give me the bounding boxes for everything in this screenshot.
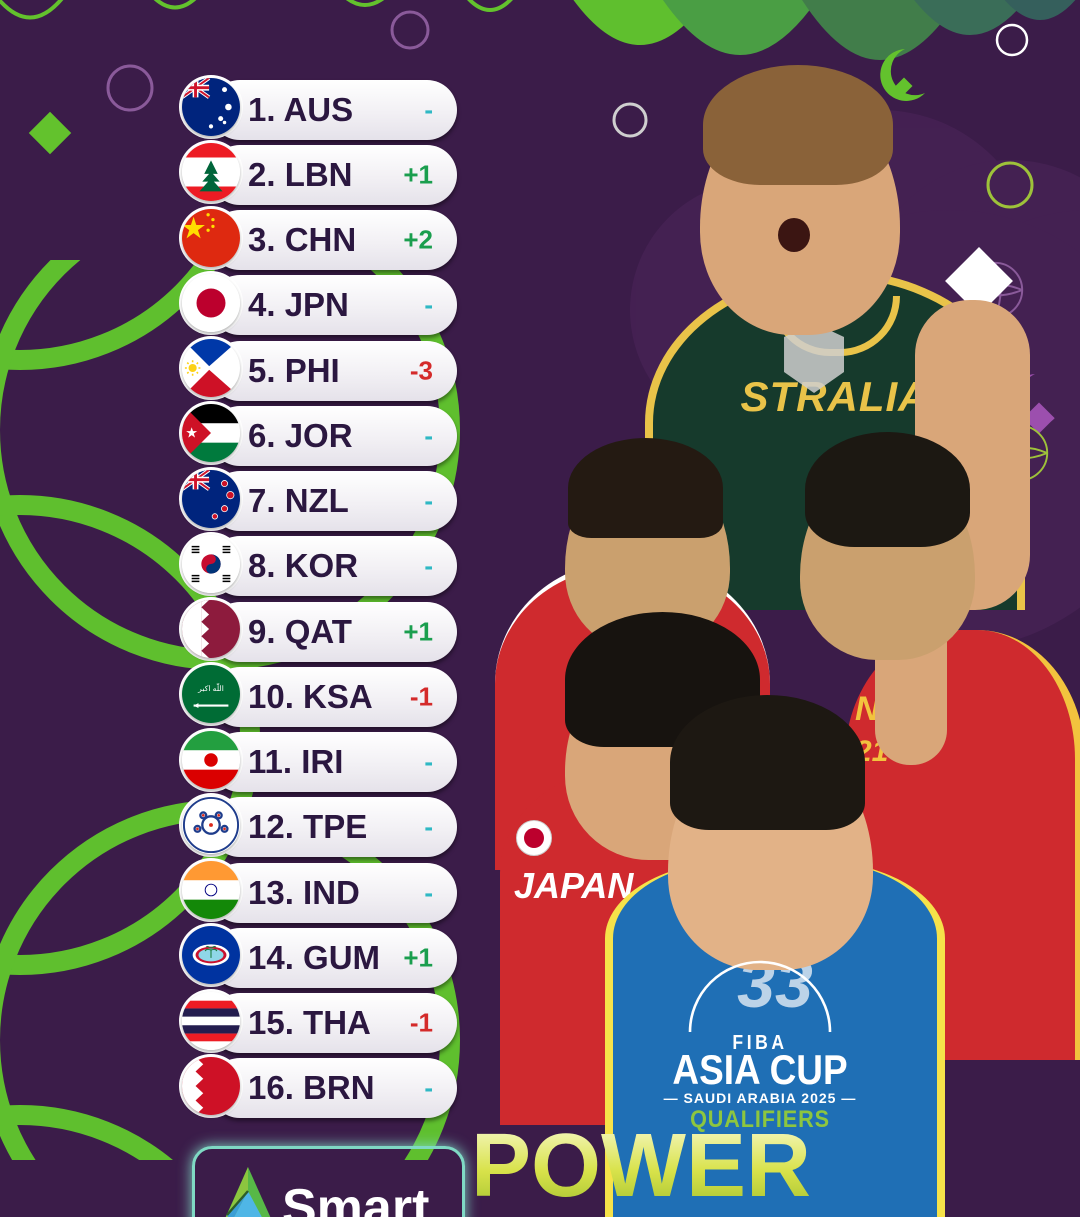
svg-text:RANKINGS: RANKINGS [471, 1206, 951, 1217]
svg-text:POWER: POWER [471, 1118, 811, 1216]
svg-text:اللّه اكبر: اللّه اكبر [197, 683, 224, 694]
